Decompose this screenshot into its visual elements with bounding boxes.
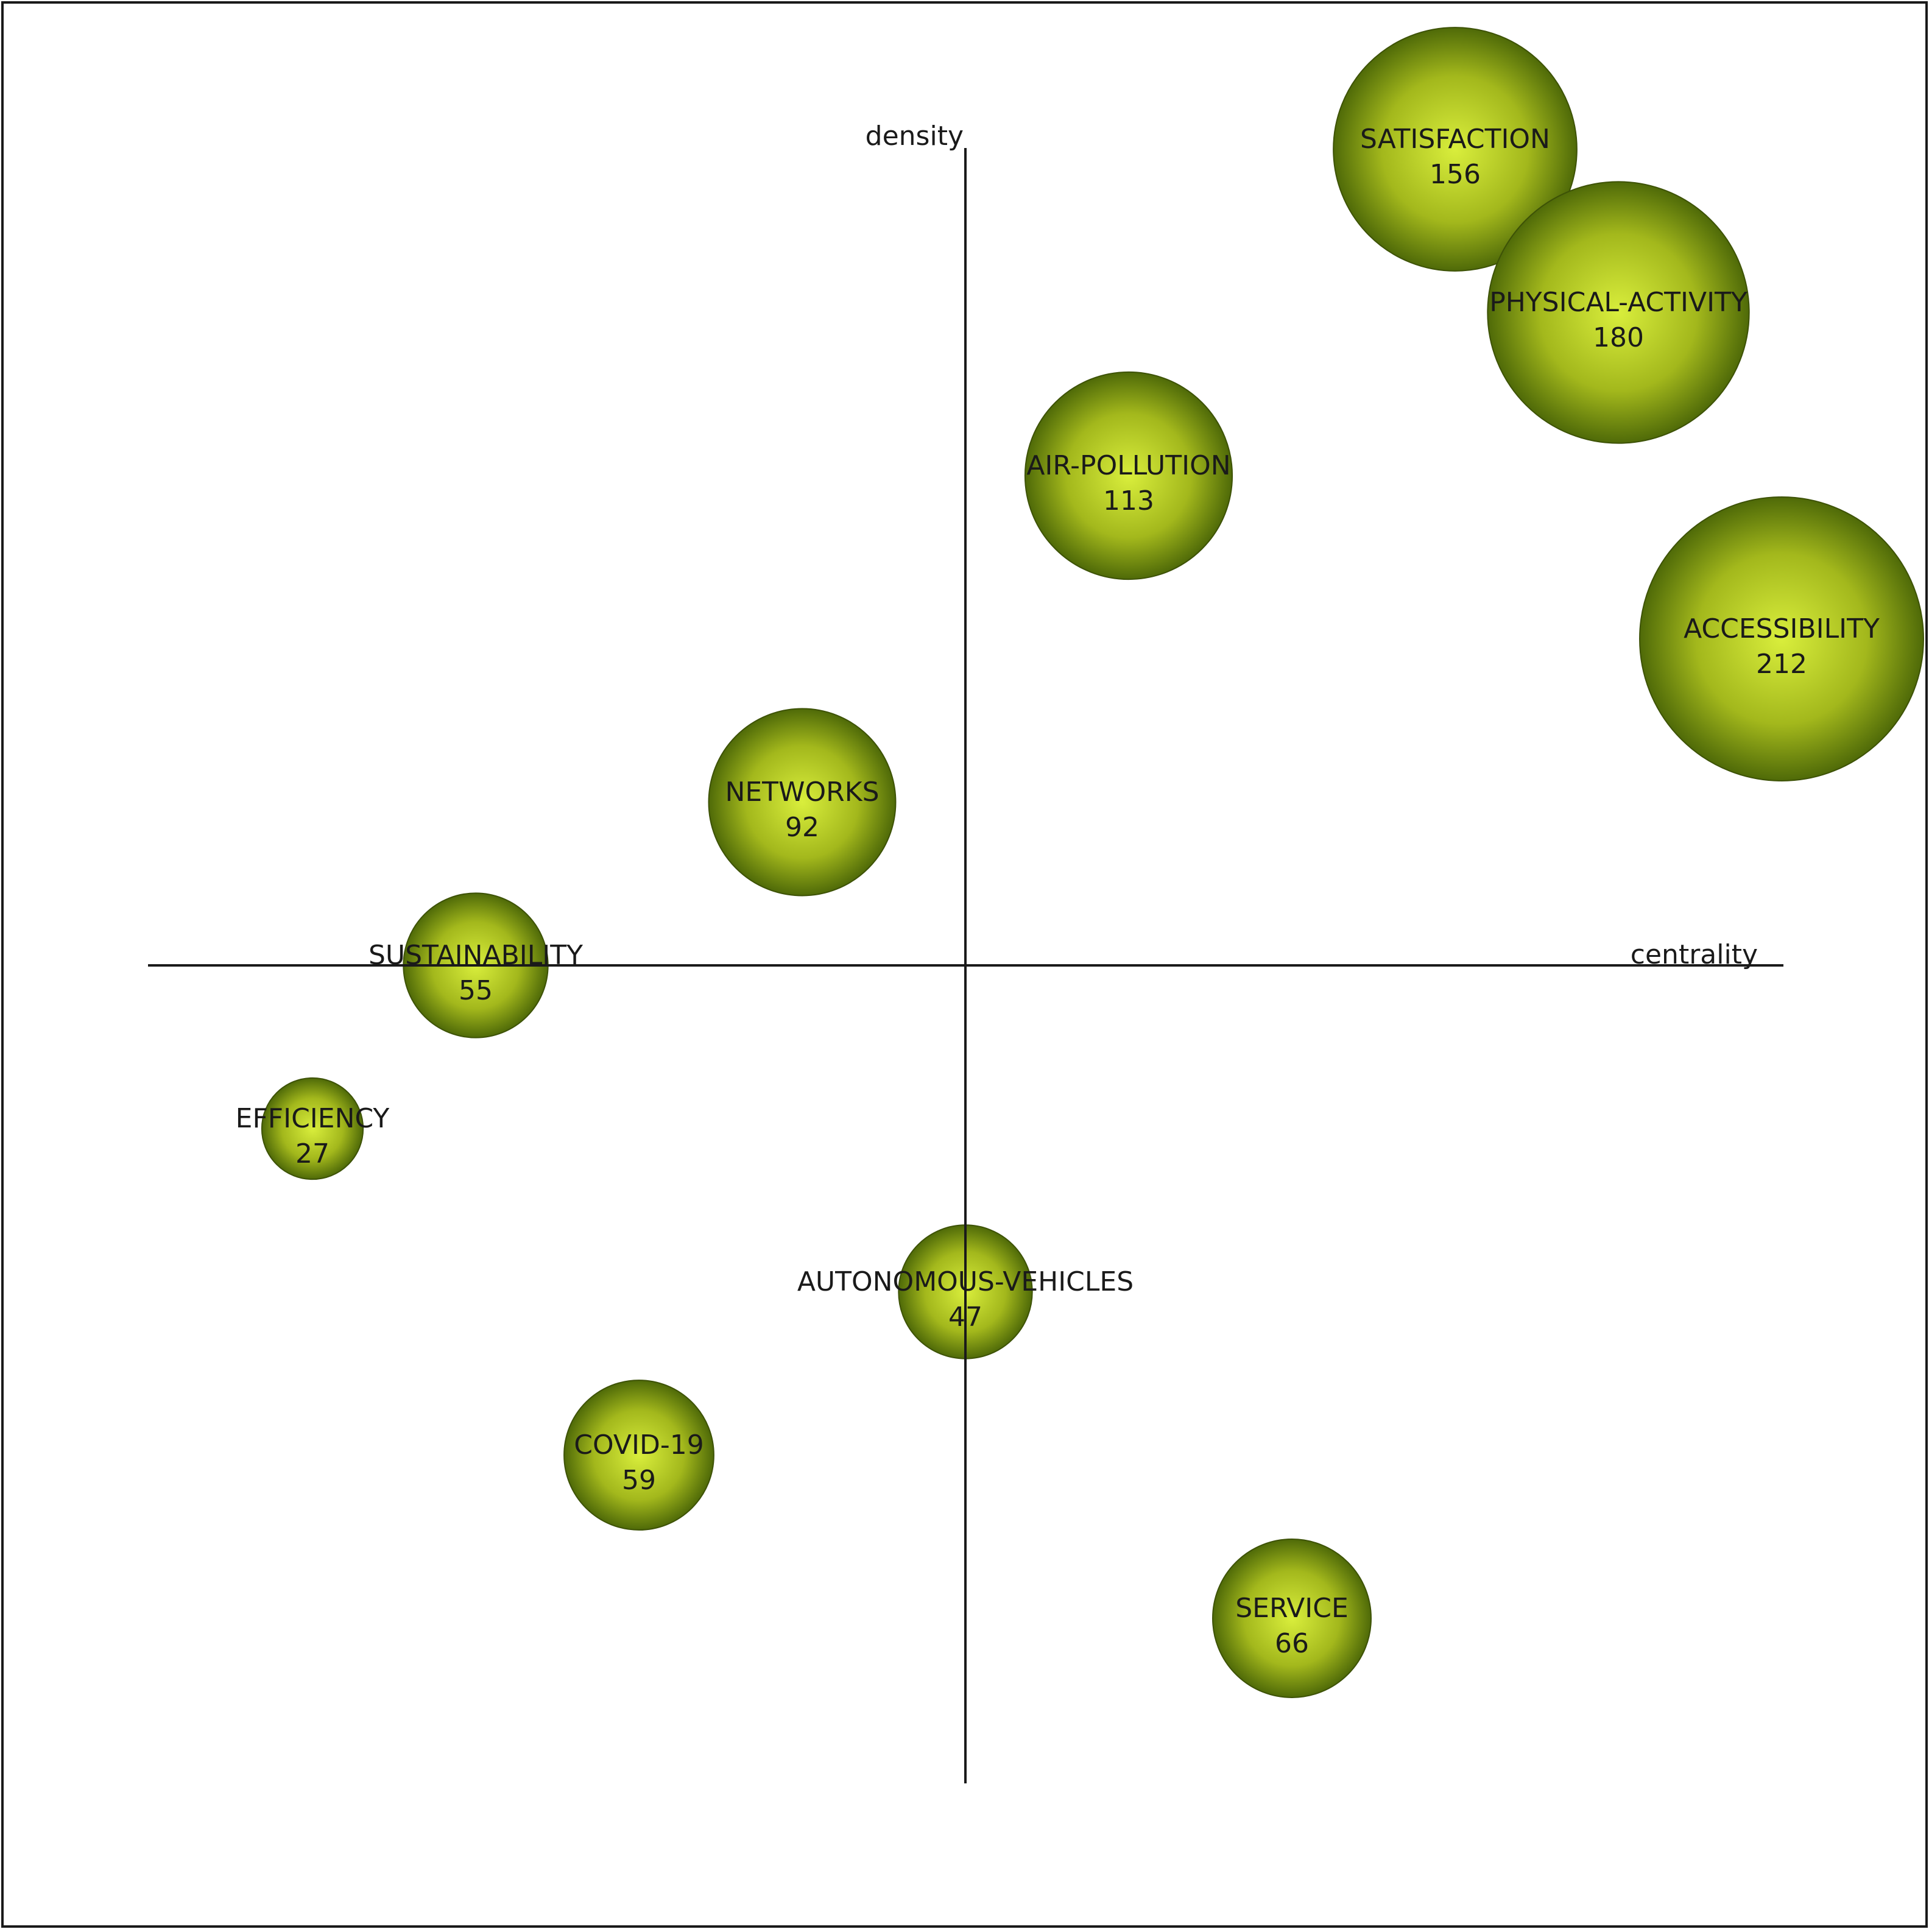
y-axis-label: density: [866, 121, 964, 152]
bubble-value-autonomous-vehicles: 47: [948, 1302, 982, 1333]
label-layer: SATISFACTION 156 PHYSICAL-ACTIVITY 180 AIR-P…: [236, 124, 1880, 1659]
bubble-label-accessibility: ACCESSIBILITY: [1684, 613, 1880, 644]
bubble-value-air-pollution: 113: [1103, 485, 1154, 516]
bubble-value-physical-activity: 180: [1593, 322, 1644, 353]
bubble-service: [1212, 1539, 1372, 1698]
bubble-air-pollution: [1024, 371, 1233, 580]
bubble-label-sustainability: SUSTAINABILITY: [369, 940, 583, 971]
bubble-value-sustainability: 55: [459, 975, 493, 1006]
bubble-label-networks: NETWORKS: [725, 777, 879, 808]
bubble-label-service: SERVICE: [1235, 1593, 1349, 1624]
bubble-physical-activity: [1487, 181, 1750, 444]
bubble-label-covid-19: COVID-19: [574, 1430, 704, 1461]
bubble-networks: [708, 708, 897, 897]
bubble-value-networks: 92: [785, 812, 819, 843]
bubble-label-satisfaction: SATISFACTION: [1360, 124, 1550, 155]
bubble-value-accessibility: 212: [1756, 649, 1807, 680]
bubble-value-covid-19: 59: [622, 1465, 656, 1496]
bubble-value-service: 66: [1275, 1628, 1309, 1659]
bubble-label-air-pollution: AIR-POLLUTION: [1026, 450, 1230, 481]
bubble-covid-19: [563, 1380, 714, 1531]
bubble-label-autonomous-vehicles: AUTONOMOUS-VEHICLES: [797, 1266, 1134, 1297]
bubble-accessibility: [1639, 496, 1924, 781]
bubble-efficiency: [261, 1077, 364, 1180]
bubble-label-physical-activity: PHYSICAL-ACTIVITY: [1489, 287, 1747, 318]
bubble-label-efficiency: EFFICIENCY: [236, 1103, 390, 1134]
bubble-layer: [261, 27, 1924, 1698]
bubble-value-efficiency: 27: [295, 1138, 330, 1169]
x-axis-label: centrality: [1631, 939, 1758, 970]
bubble-satisfaction: [1333, 27, 1578, 272]
bubble-value-satisfaction: 156: [1430, 159, 1481, 190]
